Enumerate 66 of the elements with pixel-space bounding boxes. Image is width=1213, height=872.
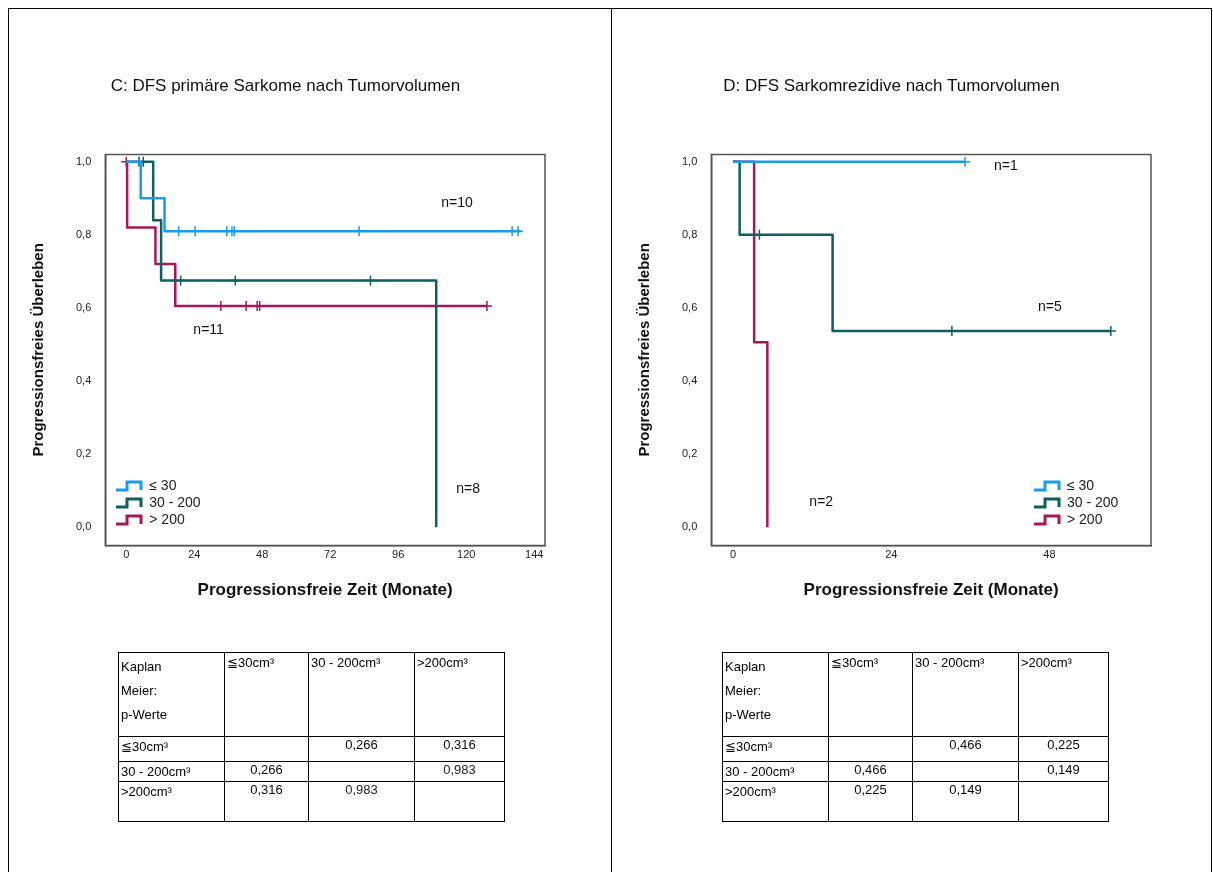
x-tick-label: 30 - 200cm³ [912,652,1019,737]
x-tick-label: 48 [1043,548,1056,561]
y-tick-label: 0,2 [681,447,698,460]
y-tick-label: >200cm³ [118,781,225,822]
chart-title: C: DFS primäre Sarkome nach Tumorvolumen [110,75,461,95]
legend-label: 30 - 200 [1067,494,1119,512]
y-tick-label: 0,4 [75,373,92,386]
y-tick-label: 30 - 200cm³ [722,761,829,782]
x-tick-label: 96 [392,548,405,561]
x-tick-label: 120 [457,548,476,561]
legend-label: ≤ 30 [1067,477,1095,495]
x-tick-label: >200cm³ [414,652,505,737]
y-tick-label: 1,0 [75,154,92,167]
y-tick-label: ≦30cm³ [722,736,829,762]
x-axis-title: Progressionsfreie Zeit (Monate) [197,580,453,600]
legend-label: 30 - 200 [149,494,201,512]
annotation: n=5 [1037,297,1062,314]
x-tick-label: 30 - 200cm³ [308,652,415,737]
y-axis-title: Progressionsfreies Überleben [635,243,653,457]
data-label: 0,316 [224,781,309,822]
data-label: 0,225 [1018,736,1109,762]
x-tick-label: 72 [324,548,337,561]
annotation: n=1 [994,156,1018,173]
annotation: n=11 [193,321,225,338]
y-axis-title: Progressionsfreies Überleben [29,243,47,457]
chart-title: Kaplan Meier: p-Werte [725,658,772,724]
y-tick-label: 0,2 [75,447,92,460]
y-tick-label: >200cm³ [722,781,829,822]
data-label: 0,466 [828,761,913,782]
legend-label: ≤ 30 [149,477,177,495]
y-tick-label: 0,4 [681,373,698,386]
data-label: 0,466 [912,736,1019,762]
x-tick-label: ≦30cm³ [828,652,913,737]
legend-label: > 200 [149,511,185,529]
y-tick-label: 30 - 200cm³ [118,761,225,782]
data-label: 0,983 [308,781,415,822]
x-tick-label: 24 [885,548,898,561]
data-label: 0,266 [308,736,415,762]
y-tick-label: ≦30cm³ [118,736,225,762]
x-axis-title: Progressionsfreie Zeit (Monate) [803,580,1059,600]
y-tick-label: 0,0 [681,520,698,533]
data-label: 0,266 [224,761,309,782]
y-tick-label: 0,8 [75,227,92,240]
y-tick-label: 1,0 [681,154,698,167]
x-tick-label: >200cm³ [1018,652,1109,737]
x-tick-label: ≦30cm³ [224,652,309,737]
x-tick-label: 144 [525,548,544,561]
y-tick-label: 0,6 [681,300,698,313]
annotation: n=2 [809,493,834,510]
x-tick-label: 24 [188,548,201,561]
annotation: n=10 [441,194,474,211]
chart-title: Kaplan Meier: p-Werte [121,658,168,724]
data-label: 0,316 [414,736,505,762]
chart-title: D: DFS Sarkomrezidive nach Tumorvolumen [723,75,1060,95]
y-tick-label: 0,8 [681,227,698,240]
x-tick-label: 0 [729,548,737,561]
data-label: 0,225 [828,781,913,822]
data-label: 0,149 [1018,761,1109,782]
data-label: 0,149 [912,781,1019,822]
annotation: n=8 [456,479,481,496]
y-tick-label: 0,0 [75,520,92,533]
data-label: 0,983 [414,761,505,782]
legend-label: > 200 [1067,511,1103,529]
y-tick-label: 0,6 [75,300,92,313]
x-tick-label: 48 [256,548,269,561]
x-tick-label: 0 [123,548,130,561]
